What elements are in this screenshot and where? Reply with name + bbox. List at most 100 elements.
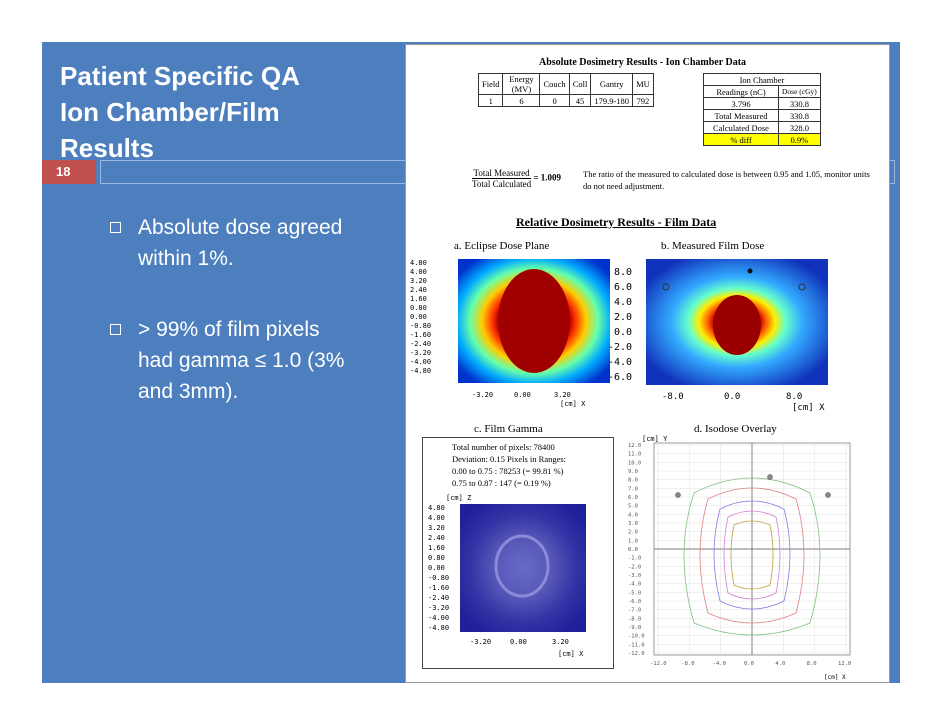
isodose-line xyxy=(723,510,781,600)
table-header: MU xyxy=(632,73,654,95)
y-tick: -2.40 xyxy=(428,594,449,602)
y-tick: -3.20 xyxy=(410,349,431,357)
y-tick: -2.40 xyxy=(410,340,431,348)
table-header: Field xyxy=(477,73,504,95)
table-cell: 330.8 xyxy=(778,109,821,122)
y-tick: 9.0 xyxy=(628,469,638,475)
bullet-box-icon xyxy=(110,222,121,233)
table-cell: 6 xyxy=(502,94,541,107)
x-tick: -12.0 xyxy=(650,661,667,667)
y-tick: -1.60 xyxy=(410,331,431,339)
y-tick: 8.0 xyxy=(628,478,638,484)
y-tick: 1.0 xyxy=(628,538,638,544)
y-tick: -6.0 xyxy=(608,372,632,383)
y-tick: -12.0 xyxy=(628,651,645,657)
gamma-stat-line: Deviation: 0.15 Pixels in Ranges: xyxy=(452,454,567,464)
x-axis-unit: [cm] X xyxy=(824,674,846,681)
beam-parameters-table: Field Energy (MV) Couch Coll Gantry MU 1… xyxy=(477,73,654,107)
x-tick: 0.00 xyxy=(510,638,527,646)
y-tick: -4.80 xyxy=(410,367,431,375)
y-tick: -4.00 xyxy=(428,614,449,622)
y-tick: 2.0 xyxy=(628,530,638,536)
ratio-value: = 1.009 xyxy=(533,172,561,183)
y-tick: 2.40 xyxy=(410,286,427,294)
bullet-line: within 1%. xyxy=(138,247,234,270)
x-tick: 0.0 xyxy=(724,392,740,402)
y-tick: -4.80 xyxy=(428,624,449,632)
table-header: Dose (cGy) xyxy=(778,85,821,98)
x-tick: -8.0 xyxy=(681,661,694,667)
x-axis-unit: [cm] X xyxy=(792,403,825,413)
y-tick: -7.0 xyxy=(628,608,641,614)
y-tick: 8.0 xyxy=(614,267,632,278)
isodose-line xyxy=(683,477,821,636)
y-tick: 5.0 xyxy=(628,504,638,510)
gamma-stats: Total number of pixels: 78400 Deviation:… xyxy=(452,441,566,489)
y-tick: -0.80 xyxy=(428,574,449,582)
x-tick: 8.0 xyxy=(786,392,802,402)
x-tick: -3.20 xyxy=(472,391,493,399)
table-cell: 45 xyxy=(568,94,592,107)
gamma-stat-line: Total number of pixels: 78400 xyxy=(452,442,555,452)
bullet-line: > 99% of film pixels xyxy=(138,318,320,341)
ion-chamber-table: Ion Chamber Readings (nC) Dose (cGy) 3.7… xyxy=(703,73,821,146)
ratio-note: The ratio of the measured to calculated … xyxy=(583,169,870,191)
y-tick: -6.0 xyxy=(628,599,641,605)
bullet-item: > 99% of film pixels had gamma ≤ 1.0 (3%… xyxy=(102,314,392,407)
y-tick: 4.0 xyxy=(628,512,638,518)
y-tick: 3.20 xyxy=(410,277,427,285)
slide-title: Patient Specific QA Ion Chamber/Film Res… xyxy=(60,58,390,166)
isodose-line xyxy=(730,520,774,590)
panel-d-label: d. Isodose Overlay xyxy=(694,423,777,435)
y-tick: -8.0 xyxy=(628,616,641,622)
y-axis-unit: [cm] Z xyxy=(446,494,471,502)
y-tick: 0.00 xyxy=(428,564,445,572)
bullet-line: had gamma ≤ 1.0 (3% xyxy=(138,349,345,372)
table-cell: 792 xyxy=(632,94,654,107)
table-header: Energy (MV) xyxy=(502,73,541,95)
ratio-denominator: Total Calculated xyxy=(472,179,532,189)
x-tick: 0.0 xyxy=(744,661,754,667)
b-xticks: -8.0 0.0 8.0 [cm] X xyxy=(662,392,825,413)
d-xticks: -12.0 -8.0 -4.0 0.0 4.0 8.0 12.0 xyxy=(650,661,851,667)
y-tick: 4.0 xyxy=(614,297,632,308)
y-tick: 4.80 xyxy=(410,259,427,267)
gamma-stat-line: 0.00 to 0.75 : 78253 (= 99.81 %) xyxy=(452,466,564,476)
table-cell: 3.796 xyxy=(703,97,779,110)
dose-ratio: Total Measured Total Calculated = 1.009 xyxy=(472,168,561,189)
table-header: Readings (nC) xyxy=(703,85,779,98)
marker-icon xyxy=(825,492,831,498)
table-header: Couch xyxy=(539,73,570,95)
table-header: Gantry xyxy=(590,73,634,95)
bullet-line: and 3mm). xyxy=(138,380,239,403)
y-tick: 4.00 xyxy=(428,514,445,522)
marker-icon xyxy=(675,492,681,498)
dose-core xyxy=(713,295,761,355)
slide-number-badge: 18 xyxy=(42,160,96,184)
x-tick: 3.20 xyxy=(554,391,571,399)
title-line: Ion Chamber/Film xyxy=(60,97,280,127)
isodose-overlay-image: [cm] Y 12.0 11.0 10.0 9.0 8.0 7.0 6.0 5.0 4.0 3.0… xyxy=(628,435,851,681)
gamma-ring xyxy=(494,534,550,598)
y-tick: 3.0 xyxy=(628,521,638,527)
marker-icon xyxy=(798,283,806,291)
y-tick: -4.0 xyxy=(608,357,632,368)
measured-film-dose-image: 8.0 6.0 4.0 2.0 0.0 -2.0 -4.0 -6.0 -8.0 … xyxy=(608,259,828,413)
x-axis-unit: [cm] X xyxy=(560,400,586,408)
table-header: Ion Chamber xyxy=(703,73,821,86)
panel-c-label: c. Film Gamma xyxy=(474,423,543,435)
isodose-line xyxy=(699,487,805,624)
y-tick: -3.0 xyxy=(628,573,641,579)
dose-core xyxy=(498,269,570,373)
y-tick: 4.00 xyxy=(410,268,427,276)
y-tick: 2.0 xyxy=(614,312,632,323)
x-tick: 12.0 xyxy=(838,661,851,667)
y-tick: -1.60 xyxy=(428,584,449,592)
b-yticks: 8.0 6.0 4.0 2.0 0.0 -2.0 -4.0 -6.0 xyxy=(608,267,632,383)
marker-icon xyxy=(747,268,753,274)
table-cell: 0.9% xyxy=(778,133,821,146)
ratio-numerator: Total Measured xyxy=(472,168,532,179)
table-cell: Total Measured xyxy=(703,109,779,122)
x-tick: 8.0 xyxy=(807,661,817,667)
table-cell: 179.9-180 xyxy=(590,94,634,107)
